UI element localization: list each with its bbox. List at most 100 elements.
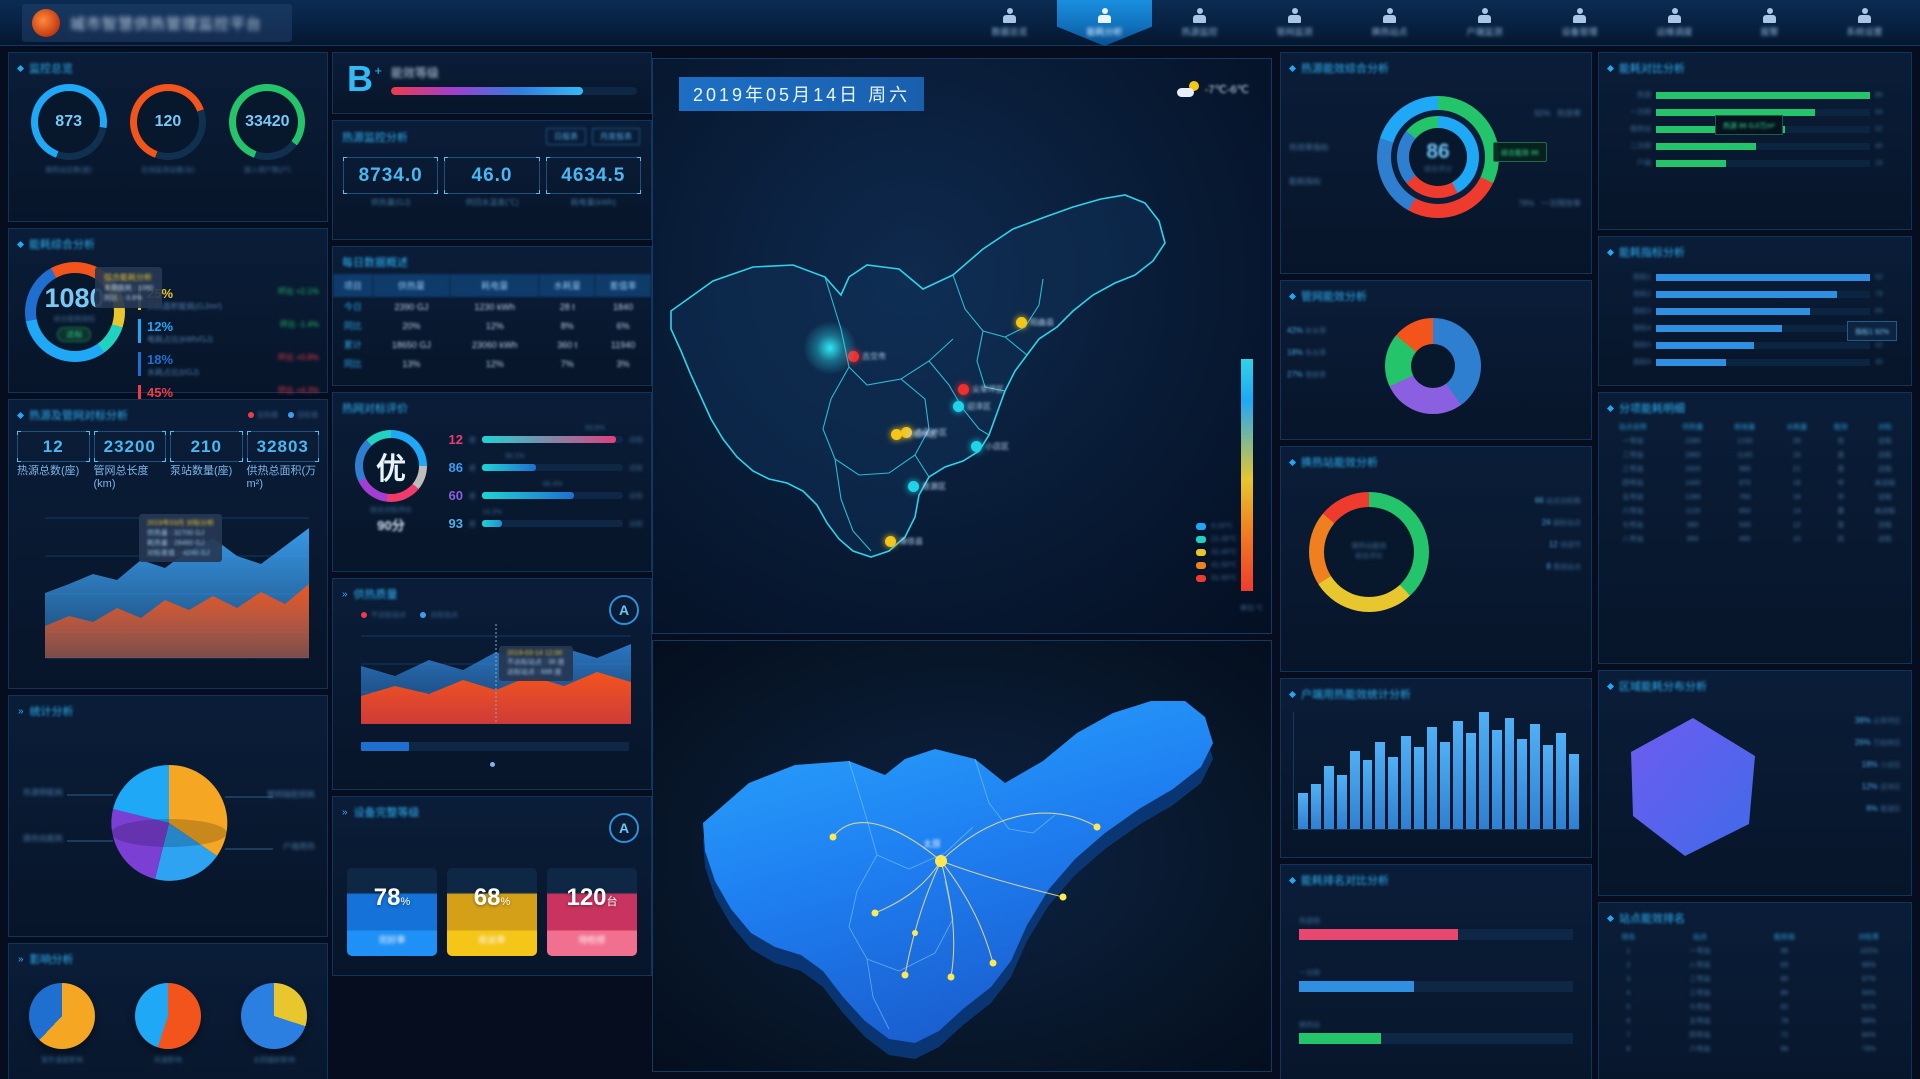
bar-16[interactable] [1504,718,1515,829]
bar-9[interactable] [1414,746,1425,829]
table-row[interactable]: 一号站 2390 1230 28 优 达标 [1599,434,1911,448]
table-row[interactable]: 二号站 1860 1140 24 良 达标 [1599,448,1911,462]
card-title-text: 设备完整等级 [353,807,420,819]
bar-1[interactable] [1310,784,1321,829]
legend-item-1[interactable]: 目标值 [288,410,318,420]
table-row[interactable]: 八号站 860 480 10 优 达标 [1599,532,1911,546]
table-row[interactable]: 三号站 1620 980 21 良 达标 [1599,462,1911,476]
nav-item-0[interactable]: 数据总览 [962,0,1057,46]
chart-scrollbar[interactable] [361,742,629,751]
nav-item-9[interactable]: 系统设置 [1817,0,1912,46]
tooltip-row: 对标差值 : -4240 GJ [147,550,210,557]
table-row[interactable]: 6 五号站 78 88% [1599,1014,1911,1028]
carousel-dots[interactable] [333,758,651,770]
table-row[interactable]: 七号站 980 540 12 良 达标 [1599,518,1911,532]
tooltip-title: 综合能效 86 [1501,150,1539,157]
table-row[interactable]: 7 四号站 72 84% [1599,1028,1911,1042]
bar-10[interactable] [1427,727,1437,829]
device-grade-badge[interactable]: A [609,813,639,843]
report-toggle-group[interactable]: 日报表 月度报表 [546,128,642,145]
kpi-card-2[interactable]: 120台 待检修 [547,868,637,956]
map-pin-杏花岭区[interactable]: 杏花岭区 [901,427,947,438]
scrollbar-thumb[interactable] [361,742,410,751]
bar-3[interactable] [1336,775,1347,829]
nav-item-1[interactable]: 能耗分析 [1057,0,1152,46]
table-row[interactable]: 四号站 1440 870 18 中 未达标 [1599,476,1911,490]
table-cell: 12% [485,320,504,331]
nav-item-2[interactable]: 热源监控 [1152,0,1247,46]
bar-6[interactable] [1375,742,1386,829]
map-legend-item-0[interactable]: 0-20℃ [1196,522,1237,530]
table-row[interactable]: 8 六号站 66 79% [1599,1042,1911,1056]
bar-20[interactable] [1556,733,1567,829]
region-outline-map[interactable] [653,99,1273,619]
card-energy-ranking: 能耗排名对比分析 热源侧 一次网 换热站 [1280,864,1592,1079]
table-cell: 八号站 [1689,962,1711,969]
table-row[interactable]: 1 一号站 96 102% [1599,944,1911,958]
source-stat-value: 46.0 [471,165,513,186]
table-row[interactable]: 2 八号站 93 99% [1599,958,1911,972]
nav-item-4[interactable]: 换热站点 [1342,0,1437,46]
table-row[interactable]: 4 三号站 86 94% [1599,986,1911,1000]
table-row[interactable]: 累计 18650 GJ 23060 kWh 360 t 11940 [333,335,651,354]
bar-15[interactable] [1491,730,1502,829]
map-legend-item-1[interactable]: 21-30℃ [1196,535,1237,543]
map-pin-迎泽区[interactable]: 迎泽区 [953,401,991,412]
map-pin-晋源区[interactable]: 晋源区 [908,481,946,492]
map-pin-尖草坪区[interactable]: 尖草坪区 [958,384,1004,395]
carousel-dot[interactable] [489,762,495,767]
source-stat-row: 8734.0 供热量(GJ) 46.0 供回水温差(℃) 4634.5 耗电量(kWh) [333,149,651,208]
bar-19[interactable] [1543,745,1554,829]
table-row[interactable]: 五号站 1280 760 16 中 达标 [1599,490,1911,504]
table-row[interactable]: 3 二号站 90 97% [1599,972,1911,986]
map-pin-万柏林区[interactable]: 万柏林区 [891,429,937,440]
kpi-card-0[interactable]: 78% 完好率 [347,868,437,956]
bar-11[interactable] [1439,742,1450,829]
nav-item-8[interactable]: 报警 [1722,0,1817,46]
bar-8[interactable] [1401,736,1412,829]
quality-grade-badge[interactable]: A [609,595,639,625]
bar-2[interactable] [1323,766,1334,829]
map-legend-item-3[interactable]: 41-50℃ [1196,561,1237,569]
report-pill-0[interactable]: 日报表 [546,128,586,145]
map-pin-小店区[interactable]: 小店区 [971,441,1009,452]
bar-7[interactable] [1388,757,1399,829]
legend-item-0[interactable]: 不达标站点 [361,610,406,620]
kpi-card-1[interactable]: 68% 投运率 [447,868,537,956]
table-row[interactable]: 同比 20% 12% 8% 6% [333,316,651,335]
table-row[interactable]: 同比 13% 12% 7% 3% [333,354,651,373]
legend-item-1[interactable]: 达标站点 [420,610,458,620]
bar-12[interactable] [1452,721,1463,829]
bar-18[interactable] [1530,724,1541,829]
flow-map-svg[interactable] [653,641,1273,1073]
table-row[interactable]: 今日 2390 GJ 1230 kWh 28 t 1840 [333,297,651,316]
flow-map-panel[interactable]: 太原 [652,640,1272,1072]
bar-14[interactable] [1478,712,1489,829]
app-logo[interactable]: 城市智慧供热管理监控平台 [22,4,293,42]
bar-4[interactable] [1349,751,1360,829]
nav-item-5[interactable]: 户端监测 [1437,0,1532,46]
table-row[interactable]: 六号站 1120 650 14 差 未达标 [1599,504,1911,518]
table-row[interactable]: 5 七号站 82 91% [1599,1000,1911,1014]
report-pill-1[interactable]: 月度报表 [592,128,640,145]
legend-item-0[interactable]: 实际值 [248,410,278,420]
map-legend-item-2[interactable]: 31-40℃ [1196,548,1237,556]
nav-item-7[interactable]: 运维调度 [1627,0,1722,46]
map-pin-阳曲县[interactable]: 阳曲县 [1016,317,1054,328]
bar-13[interactable] [1465,733,1476,829]
table-cell: 84% [1861,1031,1876,1039]
map-legend-item-4[interactable]: 51-60℃ [1196,574,1237,582]
map-panel[interactable]: 2019年05月14日 周六 -7℃-6℃ 古交市 阳曲县 尖草坪区 杏花岭区 万柏林区… [652,58,1272,634]
bar-21[interactable] [1569,754,1579,829]
bar-5[interactable] [1362,760,1373,829]
nav-item-6[interactable]: 设备管理 [1532,0,1627,46]
map-pin-清徐县[interactable]: 清徐县 [885,536,923,547]
hbar-value: 92 [1875,273,1883,281]
nav-item-3[interactable]: 管网监测 [1247,0,1342,46]
bar-0[interactable] [1298,793,1308,829]
ranking-bar-fill [1299,981,1415,992]
table-cell: 1230 [1737,437,1753,445]
bar-17[interactable] [1517,739,1528,829]
map-region-label: 万柏林区 [905,430,937,439]
pie-wrap: 热源侧能耗 换热站能耗 管网输配损耗 户端用热 [9,723,327,913]
